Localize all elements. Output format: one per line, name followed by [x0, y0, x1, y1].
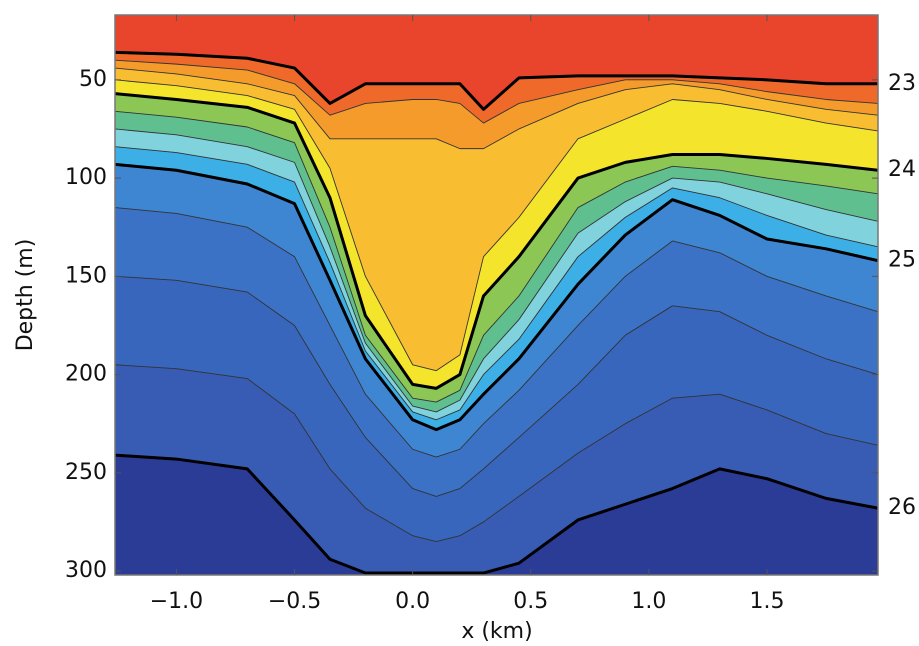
x-tick-label: −0.5	[268, 589, 321, 614]
contour-level-label: 26	[888, 495, 916, 520]
contour-line	[115, 207, 878, 458]
plot-area	[115, 15, 878, 575]
contour-line	[115, 79, 878, 372]
x-tick-label: 0.5	[513, 589, 548, 614]
x-tick-label: 0.0	[395, 589, 430, 614]
y-tick-label: 300	[65, 558, 107, 583]
contour-line	[115, 110, 878, 403]
contour-line	[115, 364, 878, 543]
x-axis-label: x (km)	[461, 619, 532, 644]
contour-line	[115, 50, 878, 111]
contour-level-label: 24	[888, 157, 916, 182]
contour-line	[115, 275, 878, 497]
contour-line	[115, 92, 878, 390]
x-tick-label: 1.0	[631, 589, 666, 614]
contour-line	[115, 67, 878, 150]
x-tick-label: 1.5	[749, 589, 784, 614]
y-tick-label: 100	[65, 165, 107, 190]
contour-line	[115, 128, 878, 413]
y-tick-label: 50	[79, 67, 107, 92]
y-tick-label: 250	[65, 460, 107, 485]
y-tick-label: 200	[65, 362, 107, 387]
contour-line	[115, 59, 878, 124]
y-tick-label: 150	[65, 263, 107, 288]
contour-line	[115, 453, 878, 575]
x-tick-label: −1.0	[150, 589, 203, 614]
y-axis-label: Depth (m)	[13, 239, 38, 352]
contour-level-label: 23	[888, 71, 916, 96]
contour-line	[115, 146, 878, 421]
contour-level-label: 25	[888, 248, 916, 273]
plot-frame	[114, 14, 879, 576]
contour-line	[115, 162, 878, 432]
